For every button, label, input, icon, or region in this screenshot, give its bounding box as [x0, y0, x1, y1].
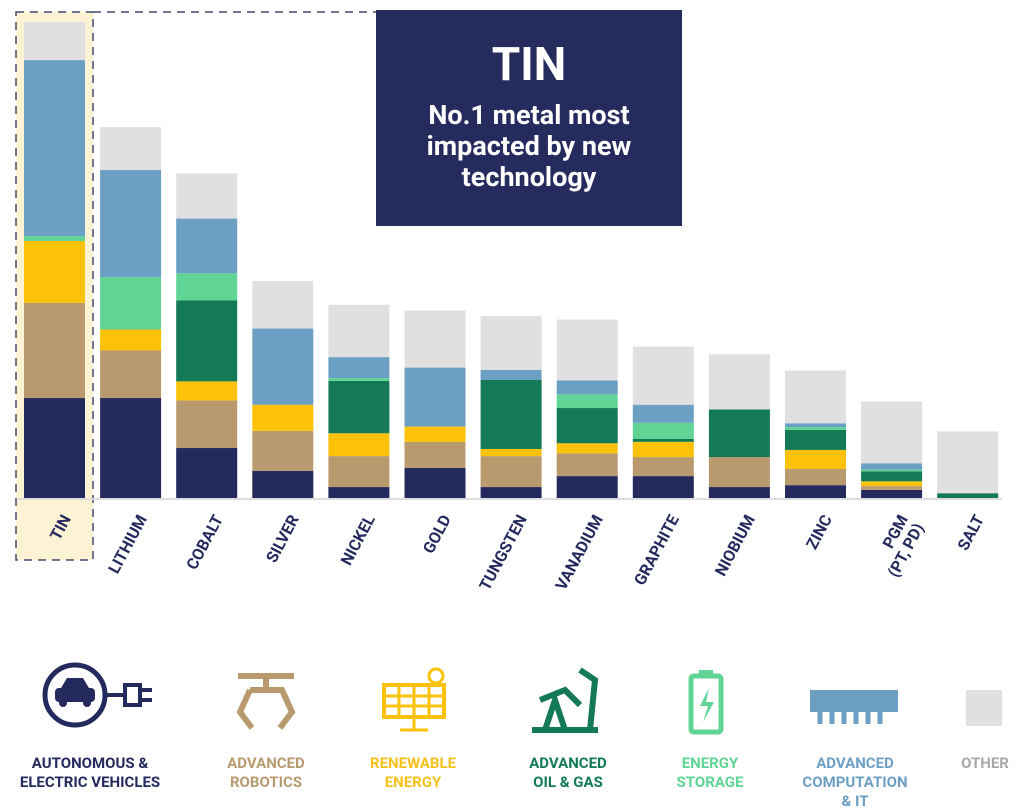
legend-label: ENERGY STORAGE — [676, 754, 744, 791]
legend-label: ADVANCED ROBOTICS — [227, 754, 305, 791]
bar-segment — [556, 319, 618, 381]
bar-segment — [785, 423, 846, 428]
bar-segment — [632, 404, 694, 423]
bar-segment — [632, 422, 694, 439]
bar-segment — [252, 328, 314, 405]
bar-segment — [708, 457, 770, 488]
bar-segment — [785, 468, 846, 486]
legend-label: ADVANCED COMPUTATION & IT — [802, 754, 908, 809]
bar-segment — [861, 471, 923, 482]
bar-segment — [404, 426, 466, 442]
bar-segment — [328, 487, 390, 498]
bar-segment — [937, 493, 999, 498]
bar-segment — [480, 456, 542, 488]
bar-segment — [556, 380, 618, 395]
bar-segment — [861, 489, 923, 498]
bar-segment — [176, 218, 238, 274]
bar-segment — [632, 476, 694, 498]
bar-segment — [328, 304, 390, 358]
bar-segment — [328, 357, 390, 379]
callout: TIN No.1 metal most impacted by new tech… — [376, 10, 682, 226]
legend-label: AUTONOMOUS & ELECTRIC VEHICLES — [19, 754, 161, 791]
bar-segment — [100, 127, 162, 171]
bar-segment — [708, 354, 770, 410]
bar-segment — [100, 329, 162, 351]
bar-segment — [785, 429, 846, 450]
bar-segment — [176, 400, 238, 449]
bar-segment — [480, 316, 542, 370]
bar-segment — [708, 409, 770, 458]
bar-segment — [480, 369, 542, 380]
bar-segment — [480, 379, 542, 449]
bar-segment — [632, 441, 694, 458]
bar-segment — [556, 476, 618, 498]
bar-segment — [708, 487, 770, 498]
legend-label: RENEWABLE ENERGY — [369, 754, 457, 791]
bar-segment — [404, 367, 466, 427]
bar-segment — [252, 470, 314, 498]
bar-segment — [328, 378, 390, 381]
bar-segment — [328, 456, 390, 488]
bar-segment — [404, 441, 466, 469]
bar-segment — [632, 438, 694, 442]
bar-segment — [861, 481, 923, 487]
bar-segment — [480, 487, 542, 498]
legend-label: ADVANCED OIL & GAS — [529, 754, 607, 791]
bar-segment — [252, 280, 314, 329]
bar-segment — [24, 240, 85, 303]
bar-segment — [24, 22, 85, 61]
bar-segment — [24, 302, 85, 399]
bar-segment — [861, 486, 923, 490]
bar-segment — [176, 173, 238, 219]
bar-segment — [556, 443, 618, 454]
bar-segment — [556, 453, 618, 477]
bar-segment — [100, 398, 162, 498]
bar-segment — [176, 300, 238, 382]
bar-segment — [100, 277, 162, 330]
callout-title: TIN — [491, 38, 567, 92]
bar-segment — [404, 310, 466, 368]
bar-segment — [252, 430, 314, 471]
legend-icons — [42, 662, 1002, 735]
bar-segment — [861, 463, 923, 470]
bar-segment — [176, 381, 238, 401]
bar-segment — [328, 380, 390, 434]
bar-segment — [480, 448, 542, 457]
bar-segment — [252, 404, 314, 431]
bar-segment — [176, 273, 238, 301]
legend-label: OTHER — [961, 754, 1009, 772]
bar-segment — [404, 468, 466, 498]
bar-segment — [176, 448, 238, 498]
bar-segment — [861, 401, 923, 464]
bar-segment — [100, 350, 162, 399]
bar-segment — [632, 457, 694, 477]
bar-segment — [861, 469, 923, 472]
bar-segment — [100, 170, 162, 278]
bar-segment — [632, 346, 694, 405]
bar-segment — [328, 433, 390, 457]
bar-segment — [785, 370, 846, 424]
bar-segment — [24, 236, 85, 241]
bar-segment — [24, 398, 85, 498]
callout-text: No.1 metal most impacted by new technolo… — [426, 99, 632, 193]
bar-segment — [785, 485, 846, 498]
bar-segment — [556, 408, 618, 444]
bar-segment — [937, 431, 999, 494]
bar-segment — [24, 60, 85, 237]
bar-segment — [785, 427, 846, 430]
bar-segment — [785, 449, 846, 469]
bar-segment — [556, 394, 618, 409]
